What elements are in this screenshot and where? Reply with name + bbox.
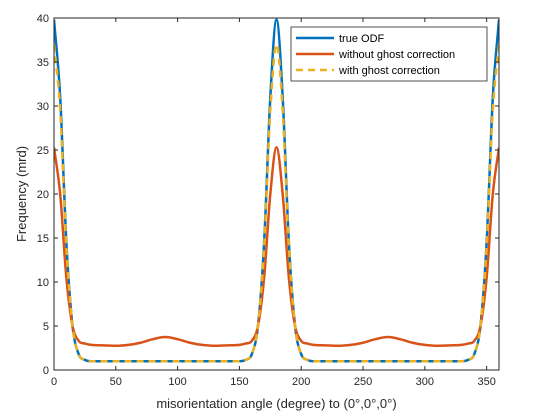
legend-label-with-ghost-correction: with ghost correction [338, 65, 440, 77]
x-tick-label: 200 [292, 376, 310, 388]
y-axis-label: Frequency (mrd) [14, 146, 29, 242]
x-tick-label: 150 [230, 376, 248, 388]
y-tick-label: 10 [37, 277, 49, 289]
tick-layer: 0 50 100 150 200 250 300 350 0 5 10 15 20 25 30 35 40 [37, 13, 499, 388]
y-tick-label: 25 [37, 145, 49, 157]
y-tick-label: 35 [37, 57, 49, 69]
legend-label-true-odf: true ODF [339, 33, 385, 45]
x-tick-label: 0 [51, 376, 57, 388]
x-tick-label: 100 [168, 376, 186, 388]
series-line-with-ghost-correction [54, 43, 499, 363]
x-tick-label: 250 [354, 376, 372, 388]
legend: true ODF without ghost correction with g… [290, 26, 488, 82]
series-layer [54, 18, 499, 363]
legend-label-without-ghost-correction: without ghost correction [338, 49, 455, 61]
x-tick-label: 50 [110, 376, 122, 388]
y-tick-label: 40 [37, 13, 49, 25]
y-tick-label: 15 [37, 233, 49, 245]
x-tick-label: 300 [416, 376, 434, 388]
y-tick-label: 5 [43, 321, 49, 333]
y-tick-label: 20 [37, 189, 49, 201]
series-line-without-ghost-correction [54, 146, 499, 348]
y-tick-label: 0 [43, 365, 49, 377]
y-tick-label: 30 [37, 101, 49, 113]
x-axis-label: misorientation angle (degree) to (0°,0°,… [156, 396, 396, 411]
x-tick-label: 350 [477, 376, 495, 388]
